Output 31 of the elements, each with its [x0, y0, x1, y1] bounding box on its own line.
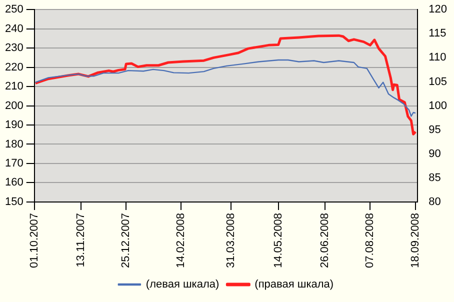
x-tick-label: 14.05.2008 — [272, 212, 284, 268]
x-tick-label: 01.10.2007 — [28, 212, 40, 268]
y2-tick-label: 105 — [428, 76, 448, 88]
x-tick-label: 31.03.2008 — [224, 212, 237, 268]
y2-tick-label: 120 — [428, 4, 448, 16]
y2-tick-label: 85 — [428, 172, 441, 184]
y-tick-label: 250 — [4, 4, 24, 16]
y-tick-label: 190 — [4, 119, 24, 132]
y-tick-label: 230 — [4, 42, 24, 54]
y-tick-label: 200 — [4, 100, 24, 112]
legend-label: (левая шкала) — [146, 278, 220, 291]
y2-tick-label: 90 — [428, 148, 441, 160]
y-tick-label: 210 — [4, 80, 24, 93]
x-tick-label: 18.09.2008 — [410, 212, 422, 268]
y-tick-label: 150 — [4, 196, 24, 208]
y-tick-label: 220 — [4, 61, 24, 74]
y2-tick-label: 95 — [428, 124, 441, 136]
y-tick-label: 170 — [4, 158, 24, 170]
y2-tick-label: 115 — [428, 28, 446, 40]
y-tick-label: 240 — [4, 22, 24, 35]
y2-tick-label: 80 — [428, 196, 441, 208]
x-tick-label: 07.08.2008 — [364, 212, 376, 268]
x-tick-label: 14.02.2008 — [175, 212, 188, 268]
y2-tick-label: 100 — [428, 100, 448, 112]
y-tick-label: 160 — [4, 176, 24, 189]
x-tick-label: 13.11.2007 — [74, 212, 87, 268]
x-tick-label: 26.06.2008 — [318, 212, 331, 268]
x-tick-label: 25.12.2007 — [120, 212, 132, 268]
legend-label: (правая шкала) — [254, 278, 334, 291]
y2-tick-label: 110 — [428, 52, 446, 64]
y-tick-label: 180 — [4, 138, 24, 150]
